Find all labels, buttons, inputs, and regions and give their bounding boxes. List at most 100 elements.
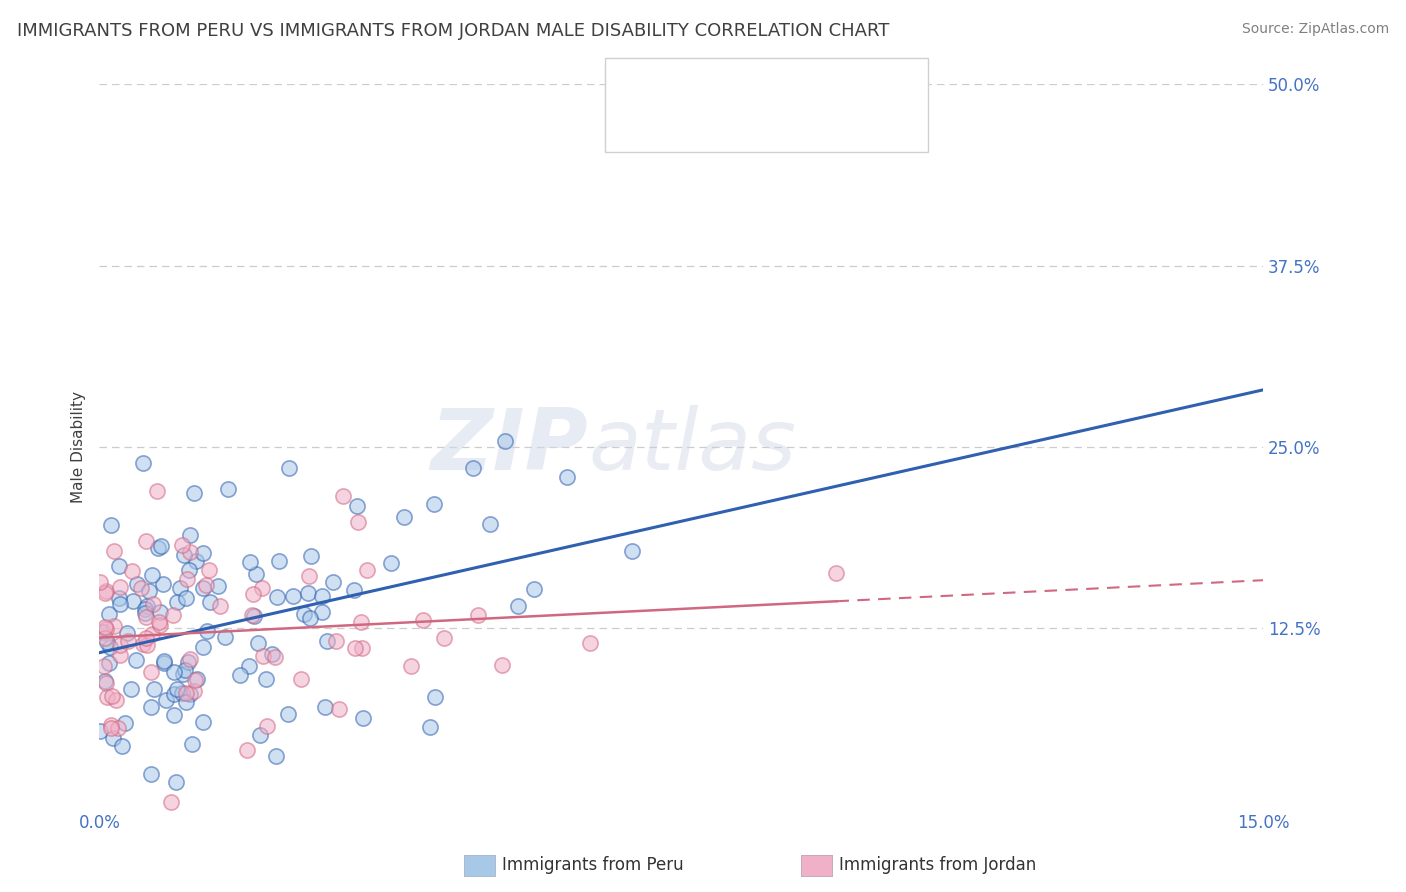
Text: N =: N = [780, 83, 820, 101]
Point [179, 527, 201, 541]
Point [100, 721, 122, 735]
Point [143, 681, 166, 696]
Point [463, 461, 485, 475]
Point [260, 647, 283, 661]
Point [115, 626, 138, 640]
Point [139, 665, 162, 679]
Point [184, 673, 207, 688]
Point [557, 470, 579, 484]
Point [141, 568, 163, 582]
Point [267, 554, 290, 568]
Point [176, 572, 198, 586]
Point [155, 692, 177, 706]
Point [94, 673, 117, 688]
Point [491, 657, 513, 672]
Point [129, 581, 152, 595]
Text: IMMIGRANTS FROM PERU VS IMMIGRANTS FROM JORDAN MALE DISABILITY CORRELATION CHART: IMMIGRANTS FROM PERU VS IMMIGRANTS FROM … [17, 22, 889, 40]
Point [191, 714, 214, 729]
Point [100, 517, 122, 532]
Point [433, 631, 456, 645]
Point [108, 648, 131, 663]
Point [131, 637, 153, 651]
Point [292, 607, 315, 622]
Point [176, 655, 198, 669]
Point [163, 665, 186, 680]
Point [467, 608, 489, 623]
Point [135, 533, 157, 548]
Text: atlas: atlas [588, 406, 796, 489]
Point [350, 615, 373, 629]
Point [290, 673, 312, 687]
Point [139, 767, 162, 781]
Point [825, 566, 848, 580]
Point [191, 546, 214, 560]
Text: R =: R = [679, 83, 718, 101]
Point [132, 456, 155, 470]
Point [380, 557, 402, 571]
Point [177, 563, 200, 577]
Point [322, 575, 344, 590]
Point [134, 607, 156, 621]
Point [249, 728, 271, 742]
Point [297, 586, 319, 600]
Point [183, 486, 205, 500]
Point [108, 558, 131, 573]
Point [399, 658, 422, 673]
Point [89, 724, 111, 739]
Point [174, 591, 197, 605]
Point [298, 569, 321, 583]
Point [152, 577, 174, 591]
Point [412, 613, 434, 627]
Point [172, 666, 194, 681]
Point [170, 538, 193, 552]
Point [238, 658, 260, 673]
Text: N =: N = [780, 123, 820, 141]
Point [217, 483, 239, 497]
Point [191, 581, 214, 595]
Point [153, 657, 176, 671]
Point [165, 774, 187, 789]
Point [352, 640, 374, 655]
Point [101, 731, 124, 746]
Point [139, 700, 162, 714]
Point [252, 649, 274, 664]
Point [146, 483, 169, 498]
Point [97, 607, 120, 621]
Y-axis label: Male Disability: Male Disability [72, 391, 86, 503]
Text: Immigrants from Peru: Immigrants from Peru [502, 856, 683, 874]
Point [100, 718, 122, 732]
Point [148, 615, 170, 629]
Point [266, 590, 288, 604]
Point [186, 673, 208, 687]
Text: 0.086: 0.086 [721, 123, 772, 141]
Point [121, 564, 143, 578]
Point [243, 608, 266, 623]
Point [122, 594, 145, 608]
Point [162, 608, 184, 623]
Point [108, 591, 131, 605]
Point [96, 690, 118, 705]
Point [136, 638, 159, 652]
Point [621, 544, 644, 558]
Point [89, 575, 111, 590]
Point [245, 566, 267, 581]
Point [150, 539, 173, 553]
Point [117, 634, 139, 648]
Point [166, 681, 188, 696]
Point [579, 636, 602, 650]
Point [247, 636, 270, 650]
Point [125, 653, 148, 667]
Point [159, 795, 181, 809]
Point [346, 499, 368, 513]
Point [94, 631, 117, 645]
Point [135, 631, 157, 645]
Point [101, 689, 124, 703]
Point [142, 597, 165, 611]
Point [94, 622, 117, 636]
Point [135, 610, 157, 624]
Point [96, 635, 118, 649]
Point [352, 711, 374, 725]
Text: 104: 104 [820, 83, 853, 101]
Point [93, 586, 115, 600]
Point [134, 601, 156, 615]
